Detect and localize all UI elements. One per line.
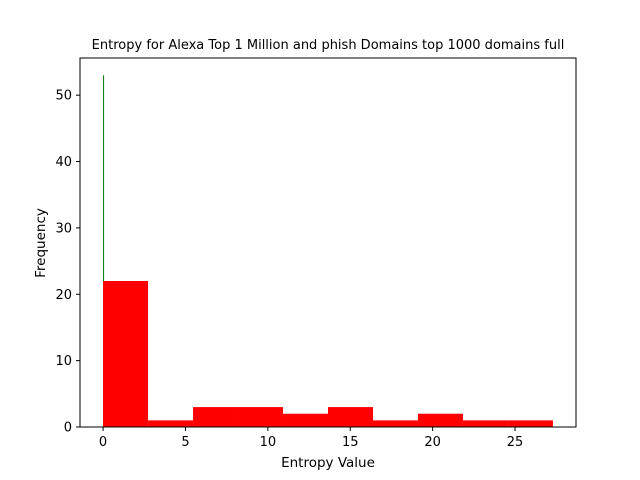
x-tick-label: 25 (507, 435, 524, 450)
x-tick-label: 5 (181, 435, 189, 450)
histogram-bar-series-0-bin-0 (103, 75, 105, 427)
histogram-bar-series-1-bin-5 (328, 407, 373, 427)
x-tick-label: 20 (424, 435, 441, 450)
histogram-bar-series-1-bin-6 (372, 420, 418, 427)
histogram-bar-series-1-bin-1 (148, 420, 194, 427)
histogram-bar-series-1-bin-8 (462, 420, 508, 427)
y-tick-label: 0 (64, 421, 72, 436)
axes-frame (79, 57, 577, 428)
y-tick-label: 40 (55, 155, 72, 170)
plot-area: 0 5 10 15 20 25 0 10 20 30 40 50 (55, 57, 577, 450)
y-tick-label: 30 (55, 221, 72, 236)
y-tick-label: 50 (55, 89, 72, 104)
x-tick-label: 10 (260, 435, 277, 450)
x-axis-label: Entropy Value (281, 455, 375, 471)
x-tick-label: 15 (342, 435, 359, 450)
y-tick-label: 10 (55, 354, 72, 369)
chart-title: Entropy for Alexa Top 1 Million and phis… (92, 38, 565, 53)
y-axis-label: Frequency (33, 208, 49, 278)
histogram-bar-series-1-bin-3 (238, 407, 284, 427)
y-tick-label: 20 (55, 288, 72, 303)
x-tick-label: 0 (99, 435, 107, 450)
histogram-bar-series-1-bin-0 (103, 280, 149, 427)
histogram-bar-series-1-bin-7 (417, 413, 463, 427)
histogram-bar-series-1-bin-9 (507, 420, 553, 427)
histogram-bar-series-1-bin-4 (283, 413, 328, 427)
histogram-bar-series-1-bin-2 (193, 407, 239, 427)
